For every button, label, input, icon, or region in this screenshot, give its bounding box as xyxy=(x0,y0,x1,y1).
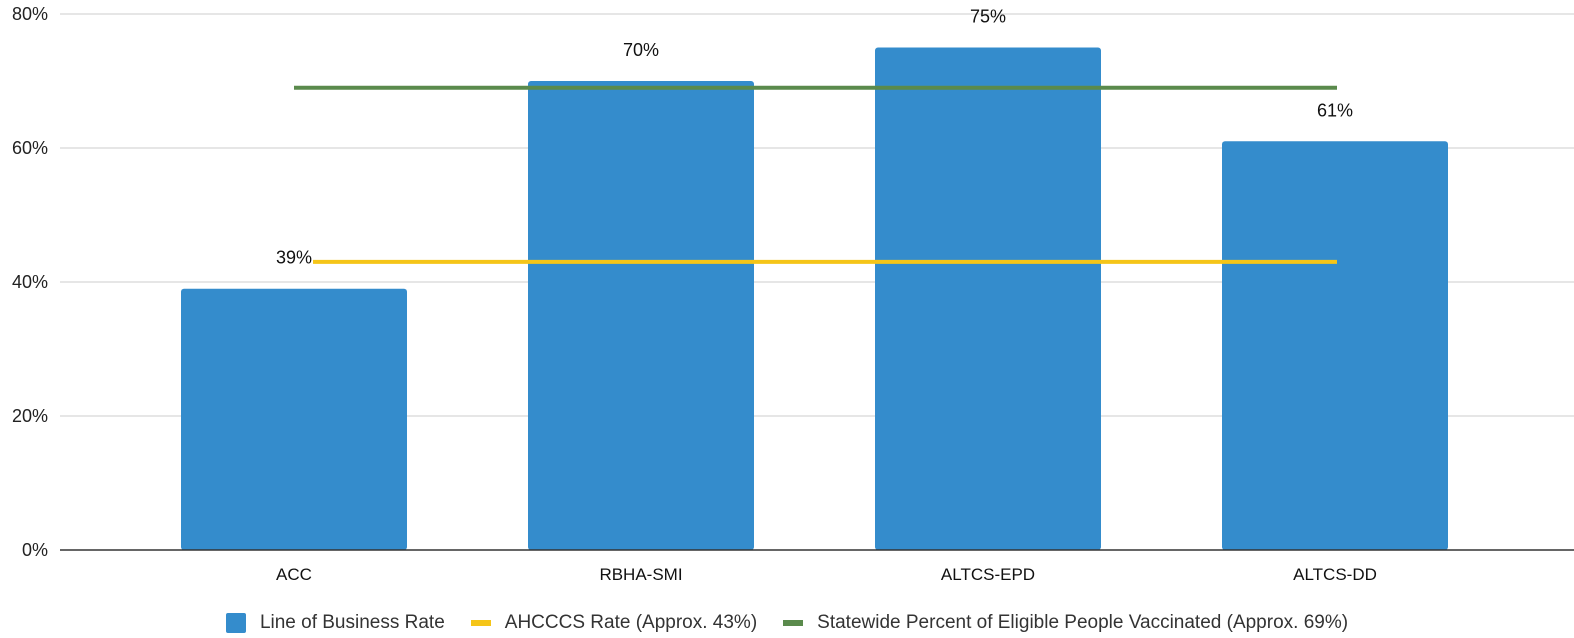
x-axis-categories: ACC RBHA-SMI ALTCS-EPD ALTCS-DD xyxy=(276,565,1377,584)
x-tick-label-altcs-epd: ALTCS-EPD xyxy=(941,565,1035,584)
y-tick-label: 40% xyxy=(12,272,48,292)
x-tick-label-rbha-smi: RBHA-SMI xyxy=(599,565,682,584)
bar-acc xyxy=(181,288,407,550)
x-tick-label-acc: ACC xyxy=(276,565,312,584)
legend-item-statewide-vaccinated[interactable]: Statewide Percent of Eligible People Vac… xyxy=(783,612,1348,634)
legend-swatch-bar xyxy=(225,613,246,633)
data-label-rbha-smi: 70% xyxy=(623,40,659,60)
legend-item-line-of-business[interactable]: Line of Business Rate xyxy=(225,612,445,634)
legend-swatch-statewide-line xyxy=(783,620,804,626)
bar-altcs-dd xyxy=(1222,141,1448,551)
data-label-acc: 39% xyxy=(276,248,312,268)
bar-altcs-epd xyxy=(875,47,1101,550)
legend: Line of Business Rate AHCCCS Rate (Appro… xyxy=(0,608,1574,638)
data-label-altcs-epd: 75% xyxy=(970,7,1006,27)
x-tick-label-altcs-dd: ALTCS-DD xyxy=(1293,565,1377,584)
y-axis-ticks: 0% 20% 40% 60% 80% xyxy=(12,4,48,560)
legend-label-line-of-business: Line of Business Rate xyxy=(259,612,445,633)
legend-label-statewide-vaccinated: Statewide Percent of Eligible People Vac… xyxy=(817,612,1349,633)
bar-rbha-smi xyxy=(528,81,754,550)
bar-series xyxy=(181,47,1448,551)
y-tick-label: 80% xyxy=(12,4,48,24)
y-tick-label: 60% xyxy=(12,138,48,158)
reference-lines xyxy=(294,85,1337,264)
data-labels: 39% 70% 75% 61% xyxy=(276,7,1353,268)
y-tick-label: 0% xyxy=(22,540,48,560)
chart-area: 0%20%40%60%80% 39%70%75%61% ACC RBHA-SMI A… xyxy=(12,4,1574,584)
legend-item-ahcccs-rate[interactable]: AHCCCS Rate (Approx. 43%) xyxy=(470,612,758,634)
y-tick-label: 20% xyxy=(12,406,48,426)
legend-label-ahcccs-rate: AHCCCS Rate (Approx. 43%) xyxy=(504,612,758,633)
data-label-altcs-dd: 61% xyxy=(1317,100,1353,120)
legend-swatch-ahcccs-line xyxy=(470,620,491,626)
